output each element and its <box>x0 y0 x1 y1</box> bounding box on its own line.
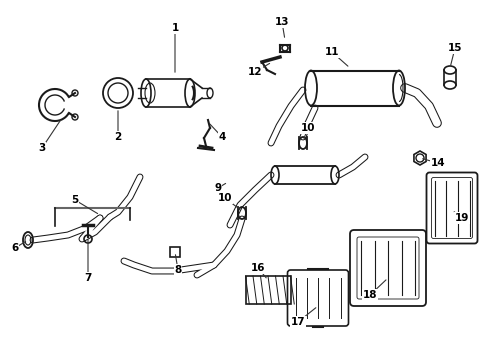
Text: 14: 14 <box>430 158 445 168</box>
Text: 11: 11 <box>324 47 339 57</box>
Text: 4: 4 <box>218 132 225 142</box>
Text: 10: 10 <box>300 123 315 133</box>
Text: 5: 5 <box>71 195 79 205</box>
Text: 8: 8 <box>174 265 181 275</box>
Text: 13: 13 <box>274 17 289 27</box>
Bar <box>245 276 290 304</box>
Text: 12: 12 <box>247 67 262 77</box>
Text: 2: 2 <box>114 132 122 142</box>
Text: 3: 3 <box>38 143 45 153</box>
Text: 18: 18 <box>362 290 376 300</box>
Text: 7: 7 <box>84 273 92 283</box>
Bar <box>170 247 180 257</box>
Text: 15: 15 <box>447 43 461 53</box>
Text: 6: 6 <box>11 243 19 253</box>
Text: 19: 19 <box>454 213 468 223</box>
Text: 17: 17 <box>290 317 305 327</box>
Text: 16: 16 <box>250 263 264 273</box>
Text: 1: 1 <box>171 23 178 33</box>
Text: 10: 10 <box>217 193 232 203</box>
Text: 9: 9 <box>214 183 221 193</box>
